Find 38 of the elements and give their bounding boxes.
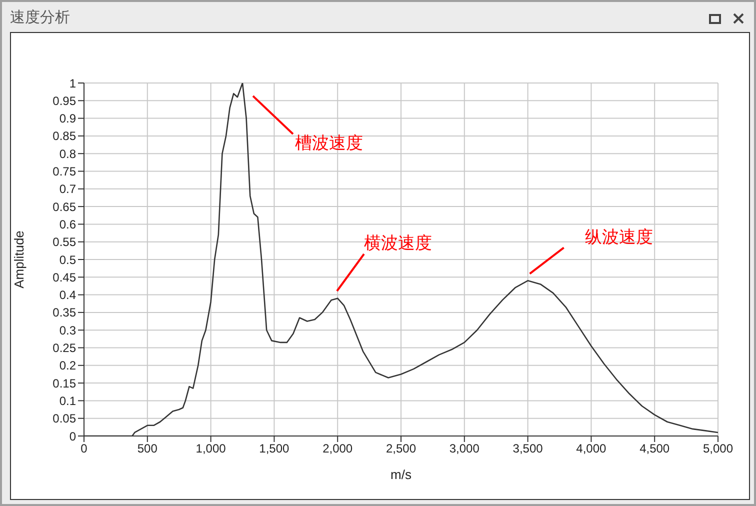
y-tick-label: 0.1 — [59, 394, 76, 408]
x-tick-label: 5,000 — [702, 442, 734, 456]
y-tick-label: 0.4 — [59, 288, 76, 302]
annotation: 横波速度 — [364, 234, 432, 254]
y-tick-label: 0.6 — [59, 217, 76, 232]
y-tick-label: 0.65 — [52, 200, 76, 214]
y-tick-label: 0.3 — [59, 323, 76, 338]
x-tick-label: 3,500 — [512, 442, 544, 456]
y-tick-label: 0.75 — [52, 164, 76, 179]
y-axis-title: Amplitude — [12, 230, 27, 288]
y-tick-label: 0.45 — [52, 270, 76, 284]
y-tick-label: 1 — [69, 76, 76, 90]
y-tick-label: 0.25 — [52, 341, 76, 356]
y-tick-label: 0.9 — [59, 112, 76, 126]
x-tick-label: 1,500 — [259, 442, 290, 456]
chart-title: 速度分析 — [10, 8, 70, 27]
y-tick-label: 0.15 — [52, 376, 76, 390]
y-tick-label: 0.95 — [52, 94, 76, 108]
y-tick-label: 0.7 — [59, 182, 76, 196]
x-tick-label: 500 — [137, 442, 158, 456]
y-tick-label: 0.85 — [52, 129, 76, 144]
y-tick-label: 0.2 — [59, 358, 76, 373]
x-axis-title: m/s — [390, 467, 412, 482]
y-tick-label: 0.55 — [52, 235, 76, 250]
x-tick-label: 2,000 — [322, 442, 353, 456]
annotation: 纵波速度 — [584, 227, 653, 248]
x-tick-label: 0 — [80, 442, 88, 456]
x-tick-label: 4,500 — [640, 442, 670, 456]
x-tick-label: 3,000 — [449, 442, 480, 456]
y-tick-label: 0.8 — [59, 146, 76, 161]
x-tick-label: 2,500 — [386, 442, 416, 456]
annotation: 槽波速度 — [295, 134, 363, 154]
x-tick-label: 1,000 — [196, 442, 226, 456]
y-tick-label: 0.05 — [52, 412, 76, 426]
y-tick-label: 0.35 — [52, 306, 76, 320]
y-tick-label: 0.5 — [59, 252, 76, 267]
y-tick-label: 0 — [69, 429, 76, 444]
x-tick-label: 4,000 — [576, 442, 607, 456]
